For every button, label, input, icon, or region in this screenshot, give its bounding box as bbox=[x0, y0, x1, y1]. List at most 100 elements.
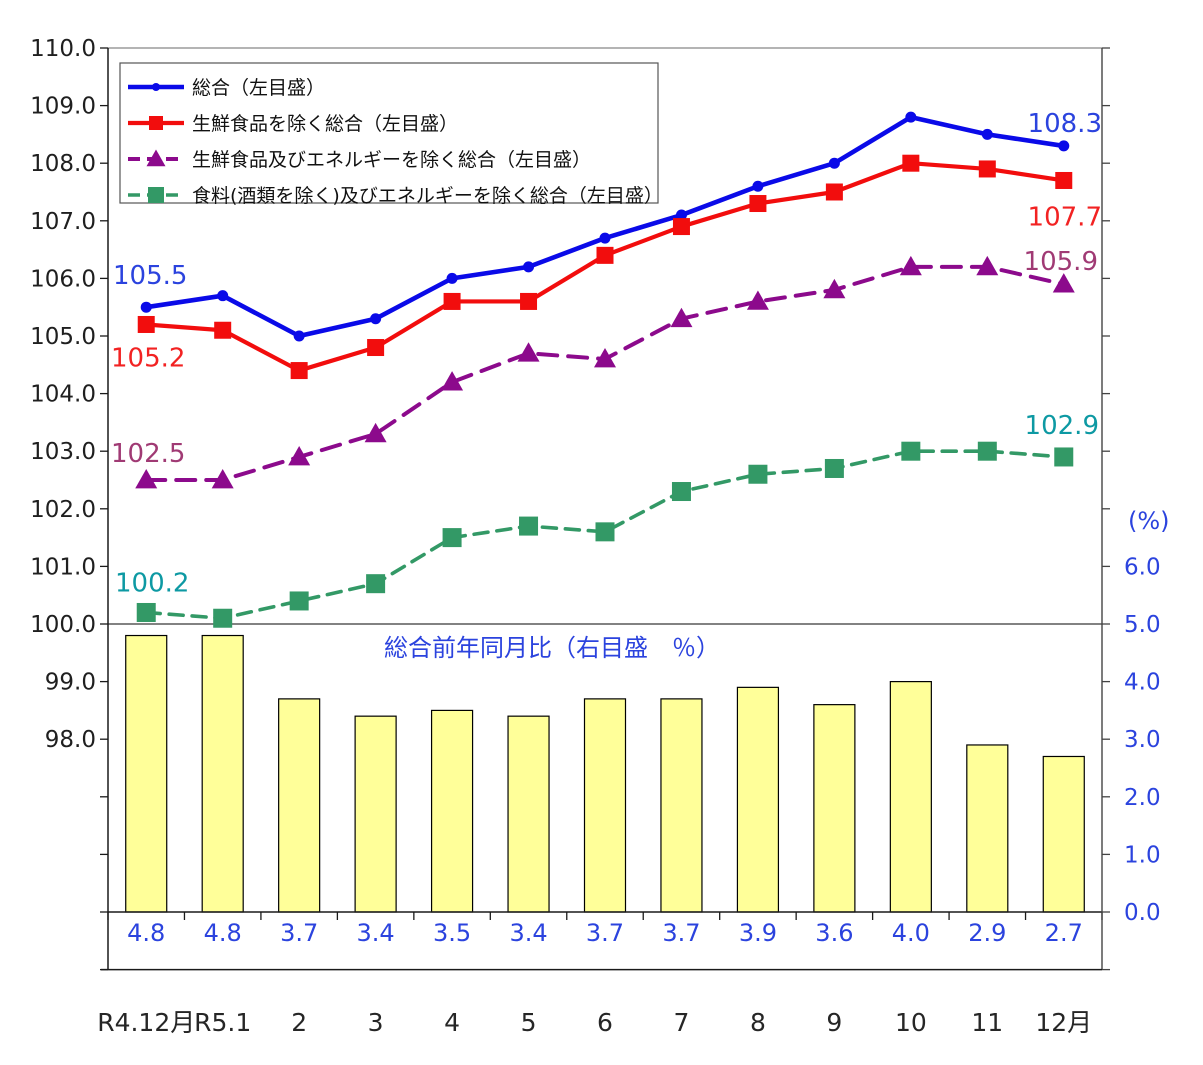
series-marker bbox=[825, 183, 843, 201]
x-axis-label: 7 bbox=[674, 1008, 690, 1037]
x-axis-label: 10 bbox=[895, 1008, 927, 1037]
series-marker bbox=[217, 290, 229, 302]
line-series bbox=[136, 441, 1074, 628]
point-annotation: 108.3 bbox=[1028, 109, 1102, 139]
legend-marker bbox=[149, 116, 163, 130]
series-marker bbox=[446, 272, 458, 284]
y-axis-right-label: 5.0 bbox=[1124, 612, 1161, 638]
series-marker bbox=[517, 342, 540, 362]
point-annotation: 105.2 bbox=[111, 343, 185, 373]
bar-value-label: 4.8 bbox=[127, 919, 165, 947]
series-marker bbox=[905, 111, 917, 123]
y-axis-right-label: 0.0 bbox=[1124, 900, 1161, 926]
series-marker bbox=[595, 522, 615, 542]
point-annotation: 100.2 bbox=[115, 568, 189, 598]
series-marker bbox=[367, 339, 385, 357]
bar bbox=[583, 698, 627, 913]
line-series bbox=[135, 255, 1075, 489]
bar bbox=[736, 686, 780, 913]
bar bbox=[1042, 755, 1085, 913]
y-axis-left-label: 110.0 bbox=[30, 36, 96, 62]
bar bbox=[201, 634, 244, 913]
bar bbox=[507, 715, 550, 913]
x-axis-label: 11 bbox=[971, 1008, 1003, 1037]
bar bbox=[430, 709, 474, 913]
point-annotation: 102.9 bbox=[1025, 411, 1099, 441]
legend-item-label: 総合（左目盛） bbox=[192, 77, 325, 99]
series-marker bbox=[670, 307, 693, 328]
series-marker bbox=[214, 321, 232, 339]
series-marker bbox=[1052, 273, 1075, 293]
series-marker bbox=[136, 602, 156, 622]
y-axis-right-label: 2.0 bbox=[1124, 785, 1161, 811]
bar-value-label: 3.6 bbox=[815, 919, 853, 947]
series-marker bbox=[523, 261, 535, 273]
y-axis-left-label: 98.0 bbox=[45, 727, 96, 753]
legend-box bbox=[119, 62, 659, 204]
x-axis-label: 8 bbox=[750, 1008, 766, 1037]
point-annotation: 105.5 bbox=[113, 261, 187, 291]
series-marker bbox=[672, 218, 690, 236]
series-marker bbox=[748, 464, 768, 484]
legend-marker bbox=[152, 83, 160, 91]
series-marker bbox=[364, 422, 387, 443]
y-axis-left-label: 104.0 bbox=[30, 382, 96, 408]
line-series bbox=[140, 111, 1070, 342]
series-marker bbox=[746, 290, 769, 310]
legend bbox=[119, 62, 659, 204]
x-axis-label: 3 bbox=[368, 1008, 384, 1037]
series-marker bbox=[828, 157, 840, 169]
series-marker bbox=[1058, 140, 1070, 152]
x-axis-label: R5.1 bbox=[194, 1008, 251, 1037]
bar-value-label: 4.8 bbox=[204, 919, 242, 947]
series-marker bbox=[823, 278, 846, 299]
legend-item-label: 生鮮食品及びエネルギーを除く総合（左目盛） bbox=[192, 149, 591, 171]
point-annotation: 107.7 bbox=[1028, 202, 1102, 232]
series-marker bbox=[675, 209, 687, 221]
series-marker bbox=[978, 160, 996, 178]
bar-value-label: 3.4 bbox=[357, 919, 395, 947]
bar-value-label: 3.5 bbox=[433, 919, 471, 947]
series-marker bbox=[671, 482, 691, 502]
y-axis-left-label: 103.0 bbox=[30, 439, 96, 465]
bar-value-label: 3.7 bbox=[280, 919, 318, 947]
bar-value-label: 4.0 bbox=[892, 919, 930, 947]
x-axis-label: 2 bbox=[291, 1008, 307, 1037]
series-marker bbox=[594, 348, 616, 368]
y-axis-left-label: 109.0 bbox=[30, 94, 96, 120]
y-axis-left-label: 108.0 bbox=[30, 151, 96, 177]
series-marker bbox=[1054, 447, 1074, 467]
x-axis-label: 5 bbox=[521, 1008, 537, 1037]
y-axis-right-label: 3.0 bbox=[1124, 727, 1161, 753]
y-axis-left-label: 106.0 bbox=[30, 266, 96, 292]
percent-axis-title: (%) bbox=[1128, 507, 1170, 535]
legend-item-label: 食料(酒類を除く)及びエネルギーを除く総合（左目盛） bbox=[192, 185, 663, 207]
x-axis-label: 6 bbox=[597, 1008, 613, 1037]
series-marker bbox=[752, 180, 764, 192]
series-marker bbox=[366, 574, 386, 594]
bar-value-label: 3.7 bbox=[662, 919, 700, 947]
bar bbox=[278, 698, 321, 913]
bar-series bbox=[125, 634, 1085, 913]
bar-value-label: 3.7 bbox=[586, 919, 624, 947]
y-axis-left-label: 102.0 bbox=[30, 497, 96, 523]
bar bbox=[125, 634, 168, 913]
series-marker bbox=[976, 255, 999, 276]
bar bbox=[966, 744, 1009, 913]
bar-value-label: 3.9 bbox=[739, 919, 777, 947]
legend-marker bbox=[148, 187, 164, 203]
y-axis-left-label: 107.0 bbox=[30, 209, 96, 235]
series-marker bbox=[211, 469, 234, 489]
point-annotation: 105.9 bbox=[1024, 247, 1098, 277]
series-marker bbox=[599, 232, 611, 244]
bar bbox=[660, 698, 703, 913]
series-marker bbox=[902, 154, 920, 172]
series-marker bbox=[443, 292, 461, 310]
series-marker bbox=[520, 292, 538, 310]
bar-value-label: 2.9 bbox=[968, 919, 1006, 947]
series-marker bbox=[135, 469, 158, 489]
bar bbox=[813, 704, 856, 913]
y-axis-left-label: 105.0 bbox=[30, 324, 96, 350]
